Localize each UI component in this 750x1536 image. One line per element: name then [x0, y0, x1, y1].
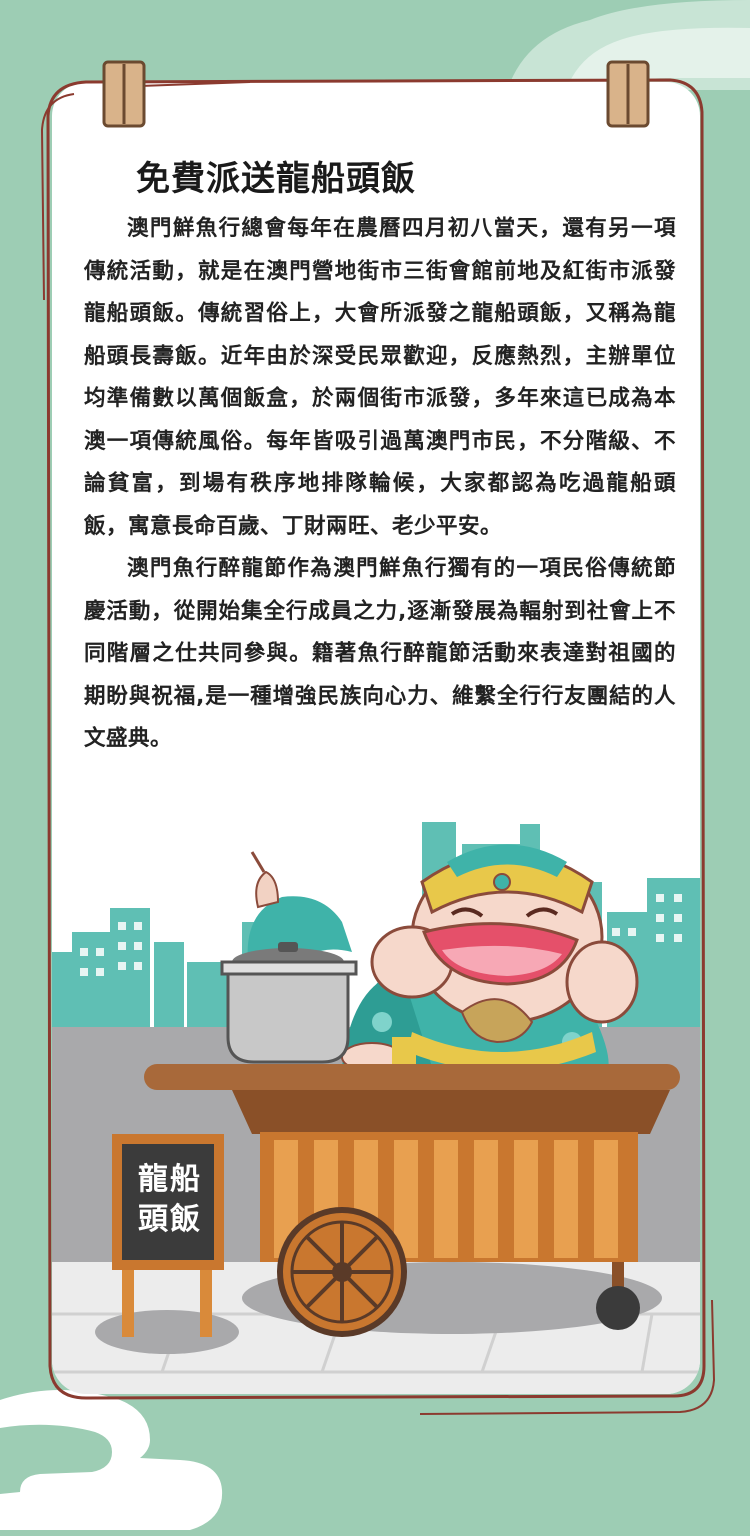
article-paragraph-1: 澳門鮮魚行總會每年在農曆四月初八當天，還有另一項傳統活動，就是在澳門營地街市三街…	[84, 216, 676, 539]
sign-line-1: 龍船	[138, 1162, 202, 1197]
clip-icon	[102, 60, 146, 128]
article-paragraph-2: 澳門魚行醉龍節作為澳門鮮魚行獨有的一項民俗傳統節慶活動，從開始集全行成員之力,逐…	[84, 556, 676, 751]
sign-line-2: 頭飯	[138, 1202, 202, 1237]
clip-icon	[606, 60, 650, 128]
article-content: 免費派送龍船頭飯 澳門鮮魚行總會每年在農曆四月初八當天，還有另一項傳統活動，就是…	[84, 150, 676, 761]
signboard-label: 龍船 頭飯	[130, 1160, 210, 1240]
article-title: 免費派送龍船頭飯	[136, 159, 416, 199]
cloud-decoration-bottom	[0, 1390, 223, 1530]
rice-pot	[220, 942, 358, 1064]
